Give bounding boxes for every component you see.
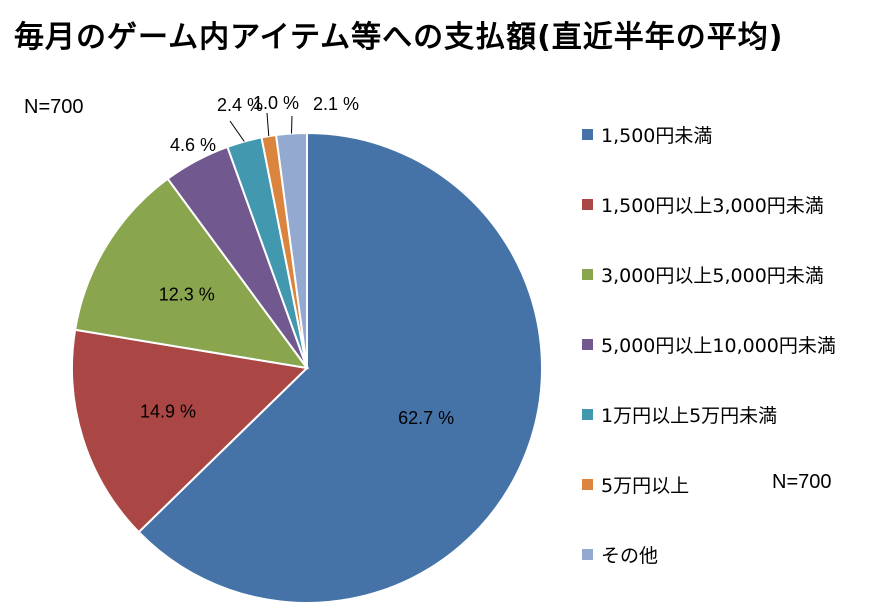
legend-label-1500-3000: 1,500円以上3,000円未満 [601, 191, 824, 218]
legend-label-5000-10000: 5,000円以上10,000円未満 [601, 331, 836, 358]
data-label-3000-5000: 12.3 % [159, 284, 215, 304]
data-label-other: 2.1 % [313, 94, 359, 114]
legend-label-under-1500: 1,500円未満 [601, 121, 712, 148]
legend-swatch-10k-50k [582, 409, 593, 420]
leader-line-10k-50k [230, 121, 244, 142]
legend-label-10k-50k: 1万円以上5万円未満 [601, 401, 777, 428]
legend-swatch-1500-3000 [582, 199, 593, 210]
legend-item-over-50k: 5万円以上 [582, 472, 836, 496]
legend-item-1500-3000: 1,500円以上3,000円未満 [582, 192, 836, 216]
legend-item-3000-5000: 3,000円以上5,000円未満 [582, 262, 836, 286]
data-label-5000-10000: 4.6 % [170, 135, 216, 155]
legend-item-10k-50k: 1万円以上5万円未満 [582, 402, 836, 426]
data-label-over-50k: 1.0 % [253, 93, 299, 113]
legend-label-other: その他 [601, 541, 658, 568]
legend: 1,500円未満 1,500円以上3,000円未満 3,000円以上5,000円未満… [582, 122, 836, 612]
legend-swatch-under-1500 [582, 129, 593, 140]
legend-swatch-over-50k [582, 479, 593, 490]
legend-swatch-3000-5000 [582, 269, 593, 280]
leader-line-over-50k [267, 113, 269, 136]
legend-item-under-1500: 1,500円未満 [582, 122, 836, 146]
legend-item-other: その他 [582, 542, 836, 566]
data-label-1500-3000: 14.9 % [140, 402, 196, 422]
data-label-under-1500: 62.7 % [398, 408, 454, 428]
legend-swatch-5000-10000 [582, 339, 593, 350]
legend-label-over-50k: 5万円以上 [601, 471, 689, 498]
legend-label-3000-5000: 3,000円以上5,000円未満 [601, 261, 824, 288]
legend-item-5000-10000: 5,000円以上10,000円未満 [582, 332, 836, 356]
legend-swatch-other [582, 549, 593, 560]
